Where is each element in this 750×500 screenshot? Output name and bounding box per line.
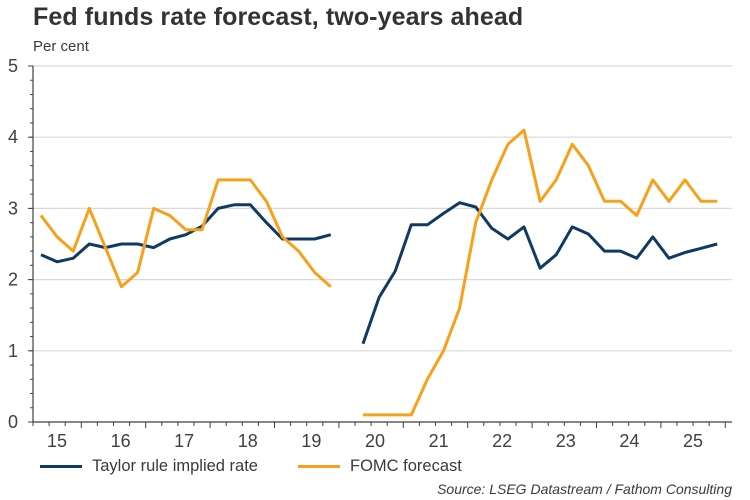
x-tick-label: 22	[492, 431, 512, 451]
series-fomc-forecast	[39, 128, 718, 417]
legend-swatch-taylor	[40, 465, 82, 468]
x-tick-label: 21	[429, 431, 449, 451]
x-tick-label: 23	[556, 431, 576, 451]
x-tick-label: 16	[111, 431, 131, 451]
x-axis: 15 16 17 18 19 20 21 22 23 24 25	[32, 421, 732, 451]
y-tick-label: 3	[8, 198, 18, 218]
x-tick-label: 25	[683, 431, 703, 451]
x-tick-label: 17	[174, 431, 194, 451]
x-tick-label: 19	[301, 431, 321, 451]
y-axis: 0 1 2 3 4 5	[8, 56, 34, 432]
chart-title: Fed funds rate forecast, two-years ahead	[33, 3, 524, 31]
y-tick-label: 4	[8, 127, 18, 147]
series-line-segment	[361, 201, 718, 345]
legend: Taylor rule implied rate FOMC forecast	[40, 457, 502, 476]
series-line-segment	[40, 203, 332, 264]
legend-item-taylor: Taylor rule implied rate	[40, 457, 258, 476]
y-tick-label: 2	[8, 270, 18, 290]
y-tick-label: 5	[8, 56, 18, 76]
source-note: Source: LSEG Datastream / Fathom Consult…	[437, 481, 732, 497]
x-tick-label: 18	[238, 431, 258, 451]
y-tick-label: 0	[8, 412, 18, 432]
series-taylor-rule	[40, 201, 718, 345]
x-tick-label: 20	[365, 431, 385, 451]
legend-label-taylor: Taylor rule implied rate	[92, 457, 258, 475]
legend-item-fomc: FOMC forecast	[297, 457, 462, 476]
x-tick-label: 24	[619, 431, 639, 451]
series-lines	[39, 128, 718, 417]
legend-swatch-fomc	[297, 465, 340, 468]
y-tick-label: 1	[8, 341, 18, 361]
series-line-segment	[363, 128, 718, 417]
y-axis-unit-label: Per cent	[33, 38, 89, 55]
gridlines	[33, 65, 732, 352]
legend-label-fomc: FOMC forecast	[349, 457, 462, 475]
x-tick-label: 15	[47, 431, 67, 451]
